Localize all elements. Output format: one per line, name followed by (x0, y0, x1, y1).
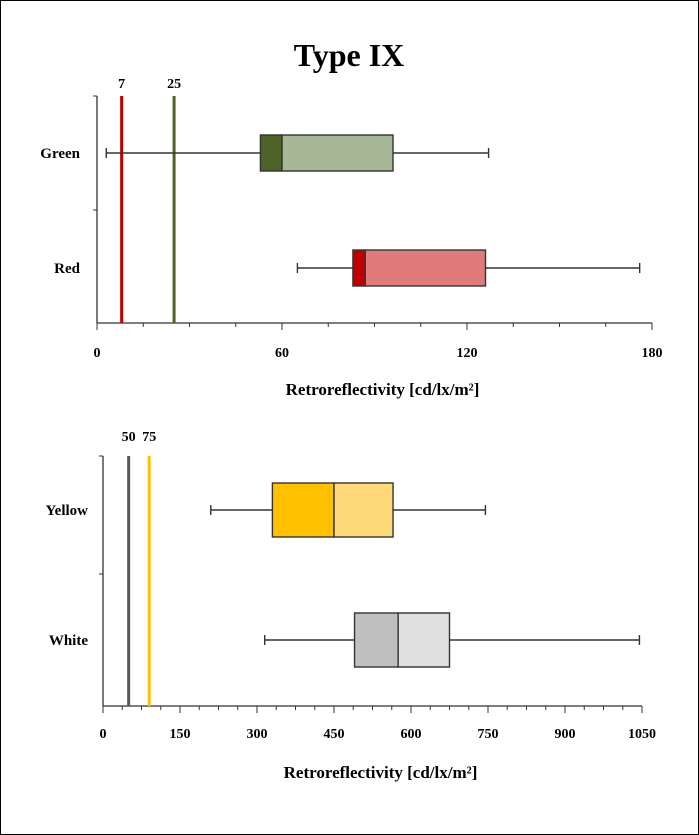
x-tick-label: 750 (478, 727, 499, 742)
category-label: White (49, 633, 89, 649)
box-upper-quartile (333, 482, 394, 538)
x-axis-label: Retroreflectivity [cd/lx/m²] (286, 380, 480, 399)
x-tick-label: 900 (555, 727, 576, 742)
box-upper-quartile (364, 249, 487, 287)
figure-title: Type IX (294, 37, 405, 73)
threshold-label: 25 (167, 77, 181, 92)
x-tick-label: 120 (457, 346, 478, 361)
box-lower-quartile (271, 482, 335, 538)
x-tick-label: 60 (275, 346, 289, 361)
box-plot-red: Red (54, 249, 641, 287)
box-plot-white: White (49, 612, 641, 668)
x-tick-label: 0 (100, 727, 107, 742)
category-label: Yellow (46, 503, 89, 519)
x-tick-label: 150 (170, 727, 191, 742)
x-tick-label: 600 (401, 727, 422, 742)
box-lower-quartile (259, 134, 283, 172)
x-tick-label: 0 (94, 346, 101, 361)
box-lower-quartile (353, 612, 399, 668)
threshold-label: 75 (142, 430, 156, 445)
x-tick-label: 1050 (628, 727, 656, 742)
category-label: Green (40, 146, 80, 162)
box-plot-green: Green (40, 134, 490, 172)
threshold-label: 50 (122, 430, 136, 445)
threshold-label: 7 (118, 77, 125, 92)
x-tick-label: 300 (247, 727, 268, 742)
x-tick-label: 450 (324, 727, 345, 742)
box-upper-quartile (281, 134, 394, 172)
box-lower-quartile (352, 249, 366, 287)
box-plot-yellow: Yellow (46, 482, 487, 538)
x-axis-label: Retroreflectivity [cd/lx/m²] (284, 763, 478, 782)
chart-panel-bottom: 0 150 300 450 600 750 900 1050 Retroreflectivity… (46, 430, 657, 782)
box-upper-quartile (397, 612, 451, 668)
chart-panel-top: 0 60 120 180 Retroreflectivity [cd/lx/m²] 7 25… (40, 77, 662, 399)
x-tick-label: 180 (642, 346, 663, 361)
category-label: Red (54, 261, 80, 277)
